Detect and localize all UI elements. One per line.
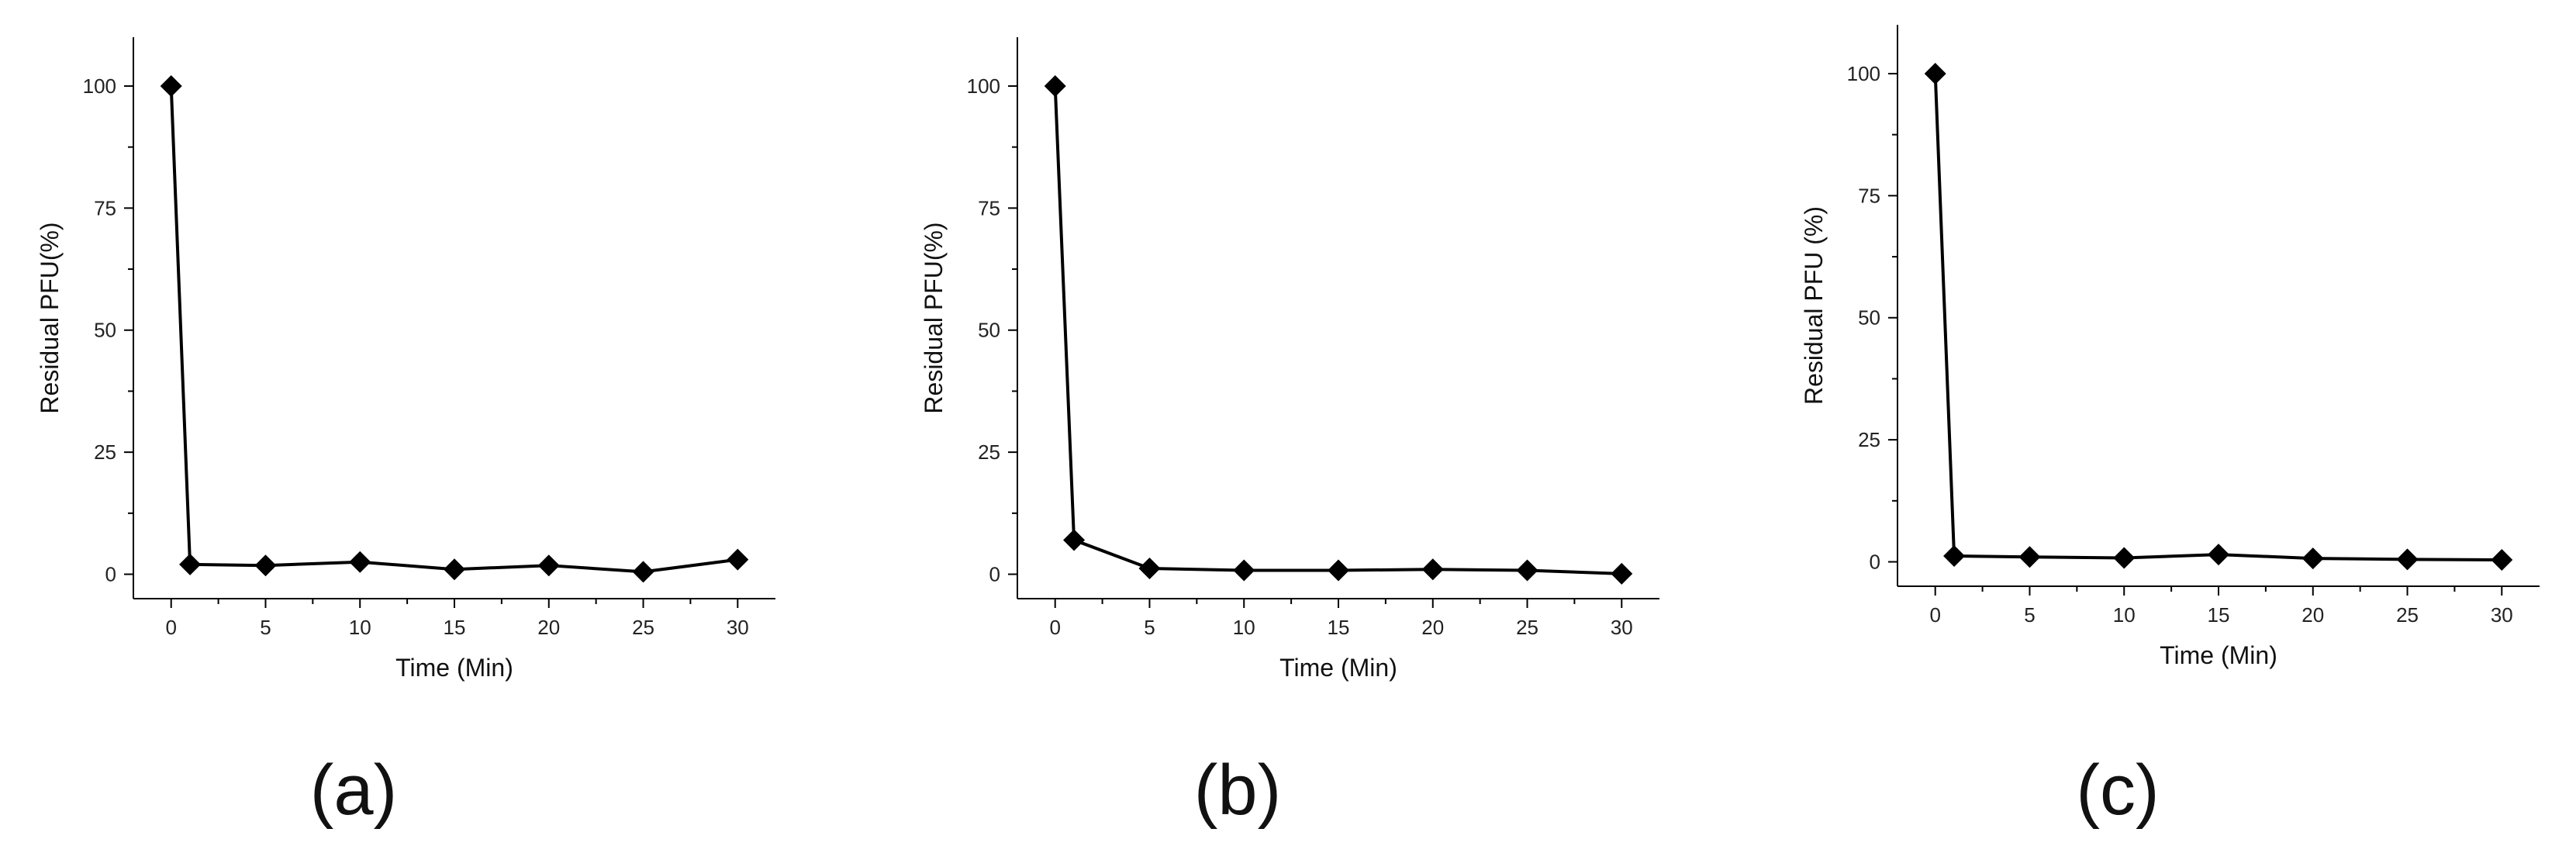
chart-c-data-point (2113, 547, 2136, 569)
chart-a-x-tick-label: 30 (727, 616, 749, 639)
chart-a-y-tick-label: 100 (83, 74, 116, 98)
chart-b-x-tick-label: 25 (1516, 616, 1538, 639)
chart-c-data-point (2018, 546, 2041, 568)
chart-c-data-point (2491, 549, 2513, 572)
chart-c-x-tick-label: 20 (2301, 603, 2324, 627)
chart-panel-a: 0 25 50 75 100 0 5 10 15 20 25 30 Time (Min) Residual… (0, 0, 812, 853)
chart-a-y-tick-label: 25 (94, 440, 116, 464)
chart-a-series-line (169, 85, 738, 574)
chart-b-x-tick-label: 30 (1611, 616, 1633, 639)
chart-panel-c: 0 25 50 75 100 0 5 10 15 20 25 30 Time (Min) Residual… (1764, 0, 2576, 853)
chart-a-data-point (632, 561, 654, 583)
chart-c-data-point (2208, 544, 2229, 566)
chart-c-y-tick-label: 50 (1858, 306, 1880, 330)
chart-c-x-tick-label: 15 (2208, 603, 2230, 627)
chart-a-x-tick-label: 25 (632, 616, 654, 639)
chart-a-y-axis-title: Residual PFU(%) (36, 222, 64, 413)
chart-c-y-tick-label: 75 (1858, 184, 1880, 207)
chart-a-data-point (444, 558, 465, 581)
chart-a-x-tick-label: 15 (444, 616, 466, 639)
chart-b-data-point (1611, 562, 1633, 585)
chart-a-y-tick-label: 50 (94, 319, 116, 342)
chart-b-data-point (1516, 559, 1538, 582)
chart-c-x-tick-label: 10 (2113, 603, 2136, 627)
chart-b-y-tick-label: 75 (978, 196, 1000, 219)
chart-a-data-point (160, 74, 182, 97)
chart-b-x-tick-label: 10 (1233, 616, 1255, 639)
chart-c-y-tick-label: 100 (1847, 62, 1880, 85)
chart-a-x-tick-label: 10 (349, 616, 371, 639)
chart-a-x-tick-label: 5 (260, 616, 271, 639)
chart-b-data-point (1138, 557, 1161, 579)
chart-c-x-tick-label: 25 (2396, 603, 2419, 627)
chart-a-data-point (537, 554, 560, 577)
chart-a-data-point (254, 554, 277, 577)
chart-b-y-tick-label: 100 (967, 74, 1000, 98)
chart-c-x-tick-label: 0 (1929, 603, 1940, 627)
chart-panel-b: 0 25 50 75 100 0 5 10 15 20 25 30 Time (Min) Residual… (884, 0, 1696, 853)
chart-b-data-point (1063, 529, 1086, 551)
chart-c-data-point (1924, 62, 1946, 85)
chart-a-y-tick-label: 0 (105, 563, 116, 586)
chart-a-panel-label: (a) (310, 751, 397, 830)
chart-c-y-axis-title: Residual PFU (%) (1800, 206, 1828, 405)
chart-b-data-point (1421, 558, 1444, 581)
chart-c-data-point (1943, 544, 1966, 567)
chart-b-series-line (1053, 85, 1622, 575)
chart-b-x-tick-label: 5 (1144, 616, 1155, 639)
chart-svg-b: 0 25 50 75 100 0 5 10 15 20 25 30 Time (Min) Residual… (920, 37, 1659, 830)
chart-svg-a: 0 25 50 75 100 0 5 10 15 20 25 30 Time (Min) Residual… (36, 37, 775, 830)
chart-b-x-axis-title: Time (Min) (1279, 654, 1397, 682)
chart-c-panel-label: (c) (2076, 751, 2159, 830)
chart-b-data-point (1233, 559, 1255, 582)
chart-b-x-tick-label: 20 (1421, 616, 1444, 639)
chart-b-data-point (1044, 74, 1066, 97)
chart-a-x-tick-label: 0 (165, 616, 176, 639)
chart-c-series-line (1933, 73, 2502, 562)
chart-c-y-tick-label: 0 (1870, 551, 1880, 574)
chart-b-panel-label: (b) (1194, 751, 1281, 830)
chart-a-x-tick-label: 20 (537, 616, 560, 639)
chart-a-x-axis-title: Time (Min) (395, 654, 513, 682)
chart-c-x-tick-label: 5 (2024, 603, 2035, 627)
chart-c-y-tick-label: 25 (1858, 428, 1880, 451)
chart-b-y-axis-title: Residual PFU(%) (920, 222, 948, 413)
chart-a-data-point (179, 553, 202, 575)
chart-svg-c: 0 25 50 75 100 0 5 10 15 20 25 30 Time (Min) Residual… (1800, 25, 2540, 830)
chart-b-y-tick-label: 0 (989, 563, 1000, 586)
chart-b-data-point (1328, 559, 1349, 582)
chart-b-y-tick-label: 50 (978, 319, 1000, 342)
chart-b-x-tick-label: 0 (1049, 616, 1060, 639)
chart-c-x-axis-title: Time (Min) (2160, 641, 2277, 669)
chart-b-y-tick-label: 25 (978, 440, 1000, 464)
chart-a-data-point (727, 548, 749, 571)
chart-b-x-tick-label: 15 (1328, 616, 1350, 639)
chart-a-data-point (349, 551, 371, 573)
chart-c-x-tick-label: 30 (2491, 603, 2513, 627)
chart-a-y-tick-label: 75 (94, 196, 116, 219)
chart-c-data-point (2396, 548, 2419, 571)
chart-c-data-point (2301, 547, 2324, 570)
